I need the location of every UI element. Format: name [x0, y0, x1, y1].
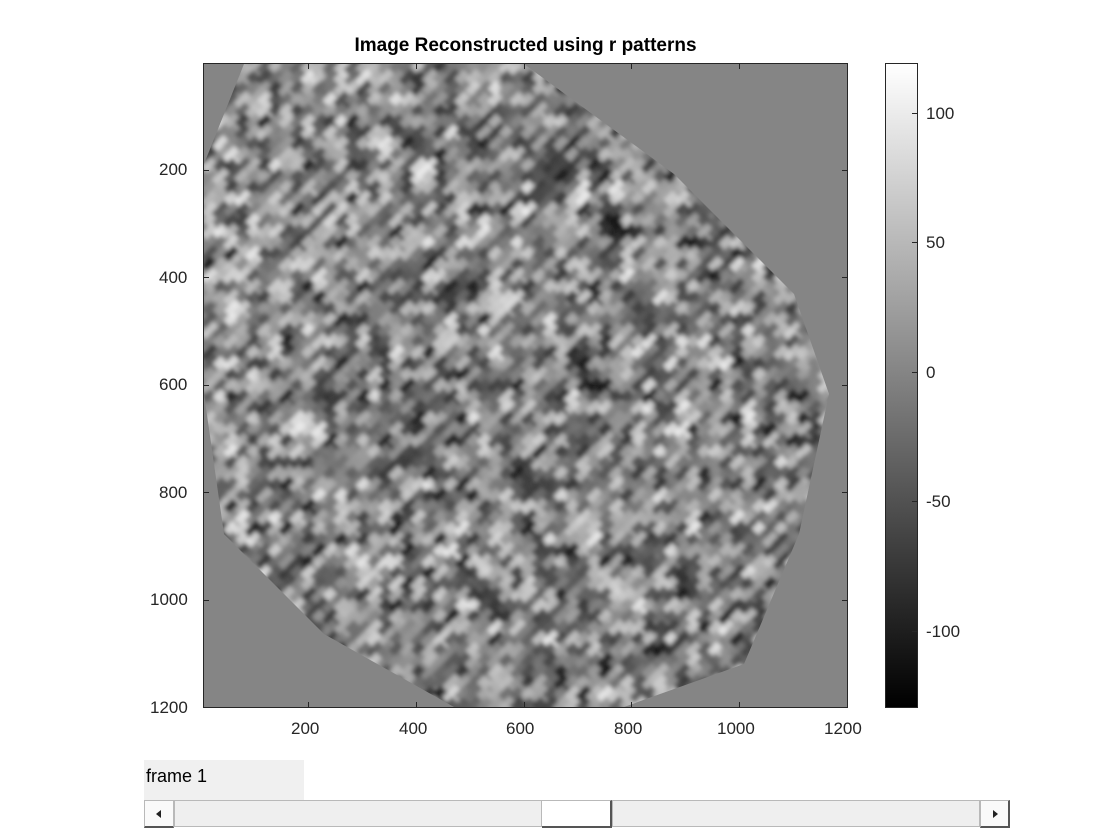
colorbar-tick-mark	[912, 501, 918, 502]
slider-thumb[interactable]	[542, 800, 612, 828]
y-tick-label: 200	[159, 160, 188, 179]
y-tick-mark	[842, 600, 848, 601]
x-tick-mark	[308, 63, 309, 69]
y-tick-label: 400	[159, 268, 188, 287]
left-arrow-icon	[156, 810, 161, 818]
y-tick-label: 600	[159, 375, 188, 394]
colorbar-tick-mark	[912, 242, 918, 243]
x-tick-mark	[524, 702, 525, 708]
y-tick-label: 1000	[150, 590, 188, 609]
x-tick-mark	[416, 702, 417, 708]
image-axes[interactable]	[203, 63, 848, 708]
x-tick-mark	[631, 63, 632, 69]
colorbar-tick-label: 0	[926, 363, 936, 382]
frame-label: frame 1	[144, 760, 304, 800]
y-tick-mark	[203, 385, 209, 386]
right-arrow-icon	[993, 810, 998, 818]
y-tick-label: 800	[159, 483, 188, 502]
y-tick-label: 1200	[150, 698, 188, 717]
x-tick-label: 200	[291, 719, 320, 738]
colorbar-tick-label: 50	[926, 233, 945, 252]
x-tick-mark	[308, 702, 309, 708]
x-tick-label: 400	[399, 719, 428, 738]
x-tick-mark	[524, 63, 525, 69]
x-tick-label: 600	[506, 719, 535, 738]
colorbar-tick-label: -100	[926, 622, 961, 641]
y-tick-mark	[842, 170, 848, 171]
x-tick-mark	[739, 702, 740, 708]
y-tick-mark	[203, 600, 209, 601]
colorbar-tick-label: 100	[926, 104, 955, 123]
x-tick-label: 800	[614, 719, 643, 738]
slider-track-right[interactable]	[612, 800, 980, 827]
x-tick-mark	[416, 63, 417, 69]
colorbar-tick-mark	[912, 113, 918, 114]
slider-decrement-button[interactable]	[144, 800, 174, 828]
y-tick-mark	[203, 492, 209, 493]
slider-track-left[interactable]	[174, 800, 542, 827]
y-tick-mark	[203, 170, 209, 171]
y-tick-mark	[842, 492, 848, 493]
colorbar-tick-label: -50	[926, 492, 951, 511]
y-tick-mark	[842, 385, 848, 386]
x-tick-mark	[631, 702, 632, 708]
figure-title: Image Reconstructed using r patterns	[354, 35, 697, 56]
reconstructed-image	[204, 64, 847, 707]
x-tick-mark	[739, 63, 740, 69]
colorbar-tick-mark	[912, 631, 918, 632]
y-tick-mark	[842, 277, 848, 278]
frame-slider[interactable]	[144, 800, 1010, 828]
slider-increment-button[interactable]	[980, 800, 1010, 828]
colorbar	[885, 63, 918, 708]
y-tick-mark	[203, 277, 209, 278]
colorbar-tick-mark	[912, 372, 918, 373]
x-tick-label: 1200	[824, 719, 862, 738]
x-tick-label: 1000	[717, 719, 755, 738]
